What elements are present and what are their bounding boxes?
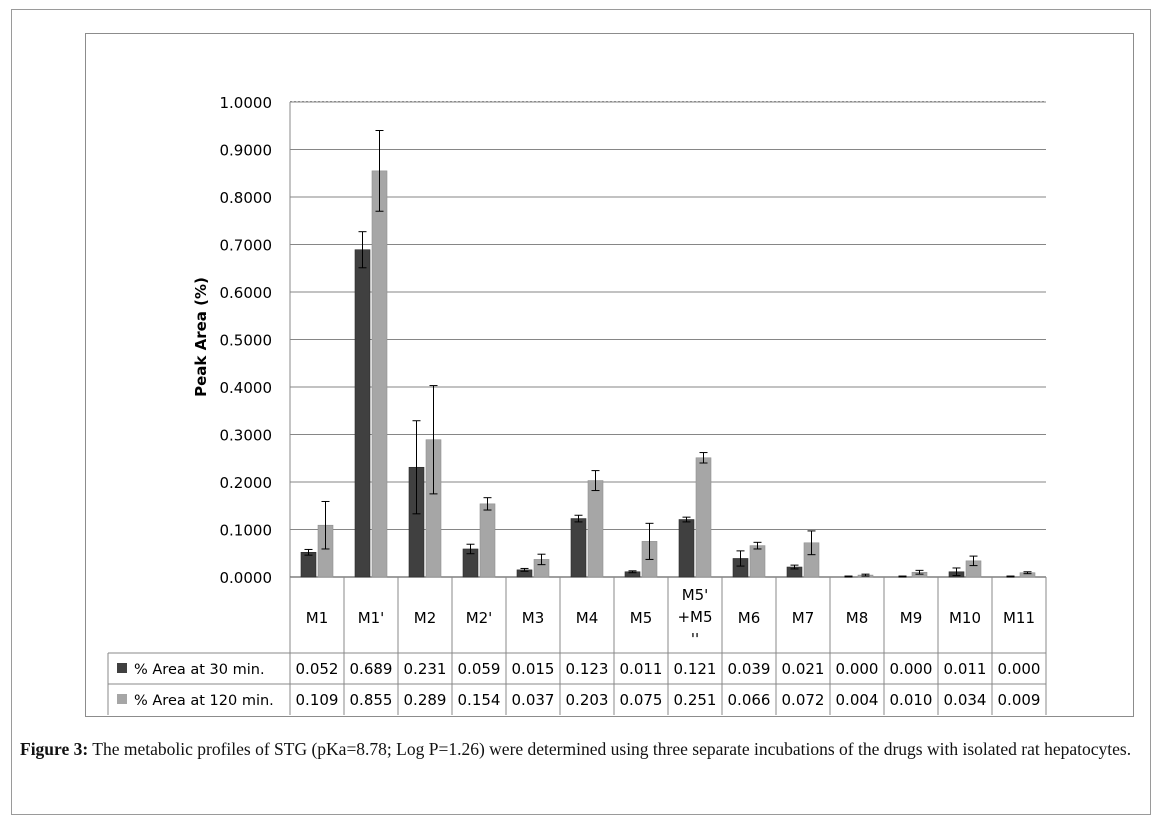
table-cell: 0.066 [728, 691, 771, 709]
table-cell: 0.021 [782, 660, 825, 678]
category-label: M4 [576, 609, 599, 627]
y-tick-label: 0.9000 [220, 142, 273, 160]
error-bars [304, 130, 1032, 578]
bar [678, 519, 695, 578]
category-label: M11 [1003, 609, 1035, 627]
legend-swatch [117, 663, 127, 673]
y-axis: 0.0000 0.1000 0.2000 0.3000 0.4000 0.5000 0.60… [220, 94, 1046, 587]
table-cell: 0.231 [404, 660, 447, 678]
category-label: M3 [522, 609, 545, 627]
category-label: M2 [414, 609, 437, 627]
table-cell: 0.059 [458, 660, 501, 678]
legend-label: % Area at 30 min. [134, 662, 265, 678]
table-cell: 0.000 [836, 660, 879, 678]
table-cell: 0.015 [512, 660, 555, 678]
figure-caption: Figure 3: The metabolic profiles of STG … [20, 738, 1144, 761]
y-tick-label: 0.8000 [220, 189, 273, 207]
category-label: M7 [792, 609, 815, 627]
table-cell: 0.251 [674, 691, 717, 709]
table-cell: 0.011 [944, 660, 987, 678]
bar [354, 249, 371, 578]
bar [300, 551, 317, 578]
table-cell: 0.123 [566, 660, 609, 678]
table-cell: 0.121 [674, 660, 717, 678]
category-label: M1' [358, 609, 385, 627]
table-cell: 0.004 [836, 691, 879, 709]
y-tick-label: 0.3000 [220, 427, 273, 445]
y-tick-label: 0.4000 [220, 379, 273, 397]
table-cell: 0.109 [296, 691, 339, 709]
caption-text: The metabolic profiles of STG (pKa=8.78;… [88, 739, 1132, 759]
y-tick-label: 0.1000 [220, 522, 273, 540]
bar [695, 457, 712, 578]
table-cell: 0.075 [620, 691, 663, 709]
table-cell: 0.009 [998, 691, 1041, 709]
table-cell: 0.052 [296, 660, 339, 678]
bar [479, 503, 496, 578]
bar [749, 545, 766, 578]
category-label: M8 [846, 609, 869, 627]
category-label: M5 [630, 609, 653, 627]
table-cell: 0.039 [728, 660, 771, 678]
bar-chart: 0.0000 0.1000 0.2000 0.3000 0.4000 0.5000 0.60… [107, 94, 1047, 715]
y-tick-label: 0.6000 [220, 284, 273, 302]
gridlines [290, 101, 1046, 530]
category-label: M6 [738, 609, 761, 627]
category-label: M2' [466, 609, 493, 627]
y-tick-label: 0.7000 [220, 237, 273, 255]
category-label: M9 [900, 609, 923, 627]
table-cell: 0.203 [566, 691, 609, 709]
category-label: M1 [306, 609, 329, 627]
y-tick-label: 0.0000 [220, 569, 273, 587]
bar [371, 170, 388, 578]
y-tick-label: 0.2000 [220, 474, 273, 492]
table-cell: 0.289 [404, 691, 447, 709]
legend-swatch [117, 694, 127, 704]
bars [300, 170, 1036, 578]
bar [570, 518, 587, 578]
table-cell: 0.689 [350, 660, 393, 678]
category-label: M5' +M5 '' [677, 586, 712, 648]
table-cell: 0.010 [890, 691, 933, 709]
chart-container: 0.0000 0.1000 0.2000 0.3000 0.4000 0.5000 0.60… [85, 33, 1134, 717]
data-table: M1 M1' M2 M2' M3 M4 M5 M5' +M5 '' M6 M7 M8 M9 M10 M11 % … [107, 577, 1047, 715]
table-cell: 0.000 [998, 660, 1041, 678]
y-tick-label: 0.5000 [220, 332, 273, 350]
category-label: M10 [949, 609, 981, 627]
legend-label: % Area at 120 min. [134, 693, 274, 709]
bar [587, 480, 604, 578]
table-cell: 0.000 [890, 660, 933, 678]
table-cell: 0.855 [350, 691, 393, 709]
table-cell: 0.034 [944, 691, 987, 709]
table-cell: 0.037 [512, 691, 555, 709]
y-axis-label: Peak Area (%) [192, 277, 210, 397]
table-cell: 0.072 [782, 691, 825, 709]
y-tick-label: 1.0000 [220, 94, 273, 112]
table-cell: 0.011 [620, 660, 663, 678]
caption-label: Figure 3: [20, 739, 89, 759]
table-cell: 0.154 [458, 691, 501, 709]
